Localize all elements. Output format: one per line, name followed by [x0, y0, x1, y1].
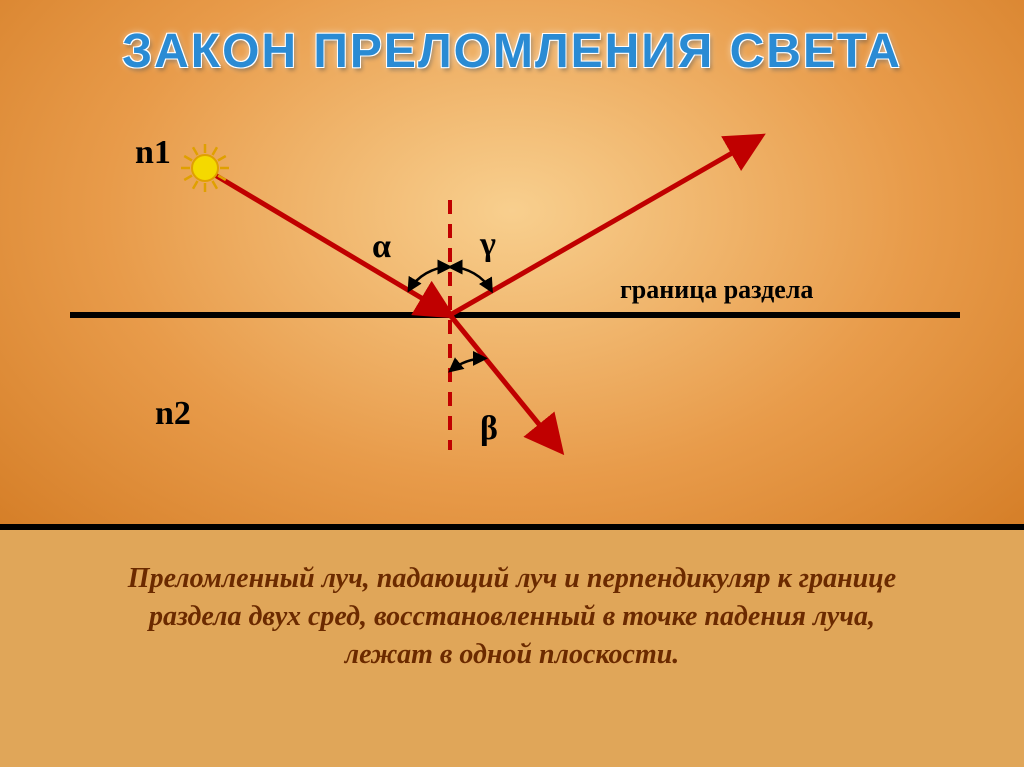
- refraction-diagram: n1 n2 α γ β граница раздела: [0, 120, 1024, 520]
- label-gamma: γ: [480, 226, 496, 264]
- label-boundary: граница раздела: [620, 275, 813, 305]
- slide-caption: Преломленный луч, падающий луч и перпенд…: [0, 560, 1024, 673]
- label-n1: n1: [135, 134, 171, 172]
- label-n2: n2: [155, 395, 191, 433]
- label-alpha: α: [372, 228, 391, 266]
- label-beta: β: [480, 410, 498, 448]
- diagram-svg: [0, 120, 1024, 520]
- slide-title: Закон преломления света: [0, 24, 1024, 79]
- section-divider: [0, 524, 1024, 530]
